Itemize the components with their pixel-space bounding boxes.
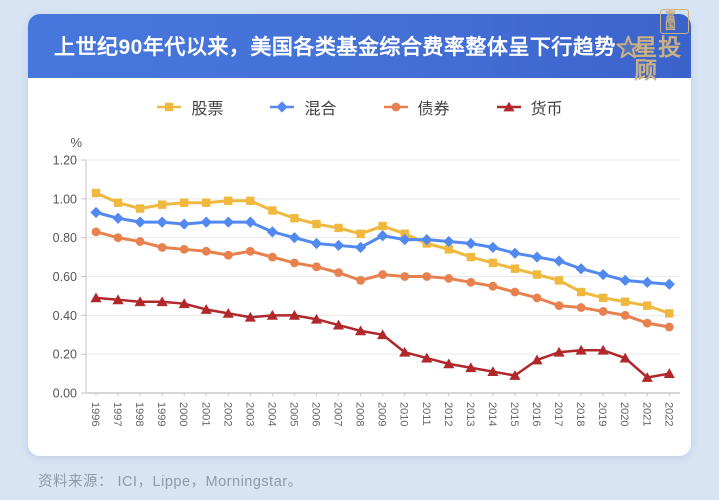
series-bond (91, 227, 674, 332)
series-money (90, 292, 675, 382)
series-money-markers (90, 292, 675, 382)
brand-name-block: 富国 星投顾 (634, 8, 690, 83)
svg-text:2003: 2003 (243, 402, 255, 426)
svg-text:2022: 2022 (662, 402, 674, 426)
y-axis-unit: % (70, 136, 82, 150)
svg-text:2016: 2016 (530, 402, 542, 426)
legend-item-hybrid: 混合 (269, 95, 337, 119)
grid-lines (86, 159, 680, 355)
svg-text:2021: 2021 (640, 402, 652, 426)
chart-area: 0.00 0.20 0.40 0.60 0.80 1.00 1.20% 1996 1997 199… (30, 135, 688, 452)
legend-marker-square-icon (157, 102, 182, 112)
series-equity-markers (91, 188, 674, 318)
legend-marker-triangle-icon (496, 101, 521, 112)
svg-text:2005: 2005 (287, 402, 299, 426)
legend-item-money: 货币 (496, 95, 563, 119)
chart-card: 上世纪90年代以来，美国各类基金综合费率整体呈下行趋势 富国 星投顾 股票 混合 债… (28, 8, 691, 456)
svg-text:2001: 2001 (199, 402, 211, 426)
series-bond-markers (91, 227, 674, 332)
series-equity (91, 188, 674, 318)
svg-text:2006: 2006 (310, 402, 322, 426)
data-source: 资料来源： ICI，Lippe，Morningstar。 (38, 470, 303, 491)
svg-text:2019: 2019 (596, 402, 608, 426)
svg-text:0.60: 0.60 (53, 270, 77, 284)
star-icon (616, 35, 641, 59)
x-axis: 1996 1997 1998 1999 2000 2001 2002 2003 2004 2005… (86, 392, 680, 426)
svg-text:2007: 2007 (332, 402, 344, 426)
svg-text:2020: 2020 (618, 402, 630, 426)
svg-text:2018: 2018 (574, 402, 586, 426)
svg-text:0.20: 0.20 (53, 348, 77, 362)
svg-text:0.80: 0.80 (53, 231, 77, 245)
svg-text:1996: 1996 (89, 402, 101, 426)
legend-item-bond: 债券 (383, 95, 450, 119)
svg-text:2011: 2011 (420, 402, 432, 426)
legend-label: 股票 (191, 101, 224, 118)
svg-text:0.00: 0.00 (53, 387, 77, 401)
brand-logo: 富国 星投顾 (616, 8, 690, 83)
legend-marker-diamond-icon (270, 101, 295, 113)
brand-badge: 富国 (660, 8, 690, 34)
legend-item-equity: 股票 (156, 95, 223, 119)
fee-trend-line-chart: 0.000.200.400.600.801.001.20%1996 1997 199… (53, 135, 680, 426)
page-title: 上世纪90年代以来，美国各类基金综合费率整体呈下行趋势 (54, 36, 616, 59)
brand-name: 星投顾 (634, 33, 683, 83)
header-banner: 上世纪90年代以来，美国各类基金综合费率整体呈下行趋势 富国 星投顾 (28, 8, 691, 81)
svg-text:2002: 2002 (221, 402, 233, 426)
svg-text:2015: 2015 (508, 402, 520, 426)
legend-label: 货币 (530, 101, 563, 118)
svg-text:2012: 2012 (442, 402, 454, 426)
legend-label: 债券 (417, 101, 450, 118)
svg-text:1.20: 1.20 (53, 154, 77, 168)
svg-text:0.40: 0.40 (53, 309, 77, 323)
svg-text:2017: 2017 (552, 402, 564, 426)
svg-text:1.00: 1.00 (53, 192, 77, 206)
data-source-text: 资料来源： ICI，Lippe，Morningstar。 (38, 474, 303, 490)
svg-text:2013: 2013 (464, 402, 476, 426)
legend-marker-circle-icon (383, 102, 408, 112)
svg-text:2004: 2004 (265, 402, 277, 426)
legend-label: 混合 (304, 101, 337, 118)
svg-text:1998: 1998 (133, 402, 145, 426)
svg-text:1997: 1997 (111, 402, 123, 426)
svg-text:2009: 2009 (376, 402, 388, 426)
svg-text:2010: 2010 (398, 402, 410, 426)
chart-legend: 股票 混合 债券 货币 (28, 96, 691, 118)
svg-text:2000: 2000 (177, 402, 189, 426)
y-axis: 0.00 0.20 0.40 0.60 0.80 1.00 1.20% (53, 135, 87, 401)
svg-text:2008: 2008 (354, 402, 366, 426)
svg-text:2014: 2014 (486, 402, 498, 426)
svg-text:1999: 1999 (155, 402, 167, 426)
